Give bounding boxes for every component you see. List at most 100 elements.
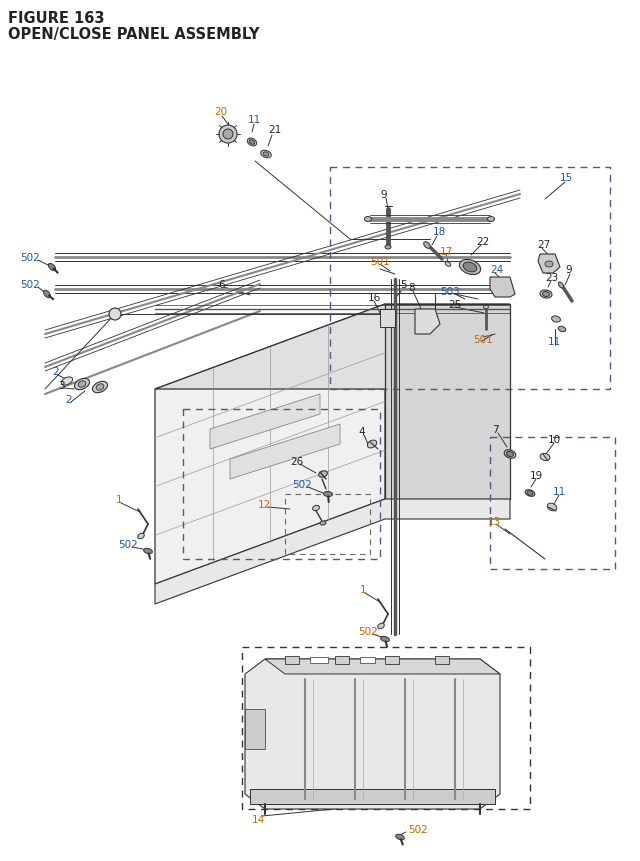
Ellipse shape [488, 217, 495, 222]
Ellipse shape [260, 151, 271, 158]
Polygon shape [265, 660, 500, 674]
Text: 4: 4 [358, 426, 365, 437]
Ellipse shape [540, 454, 550, 461]
Text: 15: 15 [560, 173, 573, 183]
Text: 11: 11 [548, 337, 561, 347]
Text: 12: 12 [258, 499, 271, 510]
Ellipse shape [527, 492, 533, 496]
Text: 502: 502 [408, 824, 428, 834]
Bar [435, 656, 449, 664]
Circle shape [223, 130, 233, 139]
Ellipse shape [92, 382, 108, 393]
Ellipse shape [543, 292, 550, 297]
Ellipse shape [396, 834, 404, 839]
Polygon shape [155, 305, 510, 389]
Text: 9: 9 [380, 189, 387, 200]
Ellipse shape [504, 450, 516, 459]
Text: 502: 502 [118, 539, 138, 549]
Polygon shape [155, 499, 510, 604]
Polygon shape [490, 278, 515, 298]
Ellipse shape [49, 264, 56, 271]
Bar [335, 656, 349, 664]
Text: 22: 22 [476, 237, 489, 247]
Text: 502: 502 [358, 626, 378, 636]
Ellipse shape [559, 282, 564, 288]
Text: 14: 14 [252, 814, 265, 824]
Text: 10: 10 [548, 435, 561, 444]
Text: 3: 3 [58, 381, 65, 391]
Polygon shape [245, 660, 500, 809]
Ellipse shape [558, 327, 566, 332]
Ellipse shape [78, 381, 86, 387]
Ellipse shape [483, 307, 488, 309]
Polygon shape [210, 394, 320, 449]
Text: 9: 9 [565, 264, 572, 275]
Ellipse shape [312, 505, 319, 511]
Text: 24: 24 [490, 264, 503, 275]
Text: 21: 21 [268, 125, 281, 135]
Ellipse shape [552, 317, 561, 323]
Ellipse shape [424, 243, 430, 249]
Text: 13: 13 [488, 517, 501, 526]
Polygon shape [250, 789, 495, 804]
Polygon shape [155, 305, 385, 585]
Ellipse shape [143, 548, 152, 554]
Text: 502: 502 [292, 480, 312, 489]
Text: 501: 501 [473, 335, 493, 344]
Ellipse shape [385, 245, 391, 250]
Ellipse shape [61, 377, 72, 386]
Text: 2: 2 [52, 367, 59, 376]
Text: 7: 7 [492, 424, 499, 435]
Ellipse shape [319, 471, 327, 478]
Ellipse shape [545, 262, 553, 268]
Circle shape [219, 126, 237, 144]
Ellipse shape [463, 263, 477, 273]
Bar [360, 657, 375, 663]
Ellipse shape [320, 522, 326, 525]
Text: 25: 25 [448, 300, 461, 310]
Text: 502: 502 [20, 253, 40, 263]
Ellipse shape [365, 217, 371, 222]
Text: 503: 503 [440, 287, 460, 297]
Bar [285, 656, 299, 664]
Text: 1: 1 [360, 585, 367, 594]
Text: 19: 19 [530, 470, 543, 480]
Bar [385, 656, 399, 664]
Text: 5: 5 [400, 280, 406, 289]
Ellipse shape [547, 504, 557, 511]
Ellipse shape [381, 636, 389, 642]
Text: 27: 27 [537, 239, 550, 250]
Text: 11: 11 [553, 486, 566, 497]
Text: 8: 8 [408, 282, 415, 293]
Ellipse shape [74, 379, 90, 390]
Ellipse shape [249, 140, 255, 146]
Polygon shape [245, 709, 265, 749]
Ellipse shape [367, 441, 377, 449]
Ellipse shape [507, 452, 513, 457]
Ellipse shape [525, 490, 535, 497]
Text: 501: 501 [370, 257, 390, 267]
Ellipse shape [378, 623, 384, 629]
Polygon shape [230, 424, 340, 480]
Bar [310, 657, 328, 663]
Circle shape [109, 308, 121, 320]
Polygon shape [380, 310, 395, 328]
Text: 26: 26 [290, 456, 303, 467]
Polygon shape [538, 255, 560, 274]
Ellipse shape [445, 263, 451, 267]
Text: 1: 1 [116, 494, 123, 505]
Text: 502: 502 [20, 280, 40, 289]
Text: 6: 6 [218, 280, 225, 289]
Polygon shape [415, 310, 440, 335]
Text: 2: 2 [65, 394, 72, 405]
Text: 16: 16 [368, 293, 381, 303]
Ellipse shape [138, 534, 144, 539]
Ellipse shape [263, 152, 269, 157]
Polygon shape [385, 305, 510, 499]
Text: FIGURE 163: FIGURE 163 [8, 10, 104, 26]
Text: 20: 20 [214, 107, 227, 117]
Text: OPEN/CLOSE PANEL ASSEMBLY: OPEN/CLOSE PANEL ASSEMBLY [8, 27, 259, 41]
Text: 11: 11 [248, 115, 261, 125]
Text: 17: 17 [440, 247, 453, 257]
Ellipse shape [96, 384, 104, 391]
